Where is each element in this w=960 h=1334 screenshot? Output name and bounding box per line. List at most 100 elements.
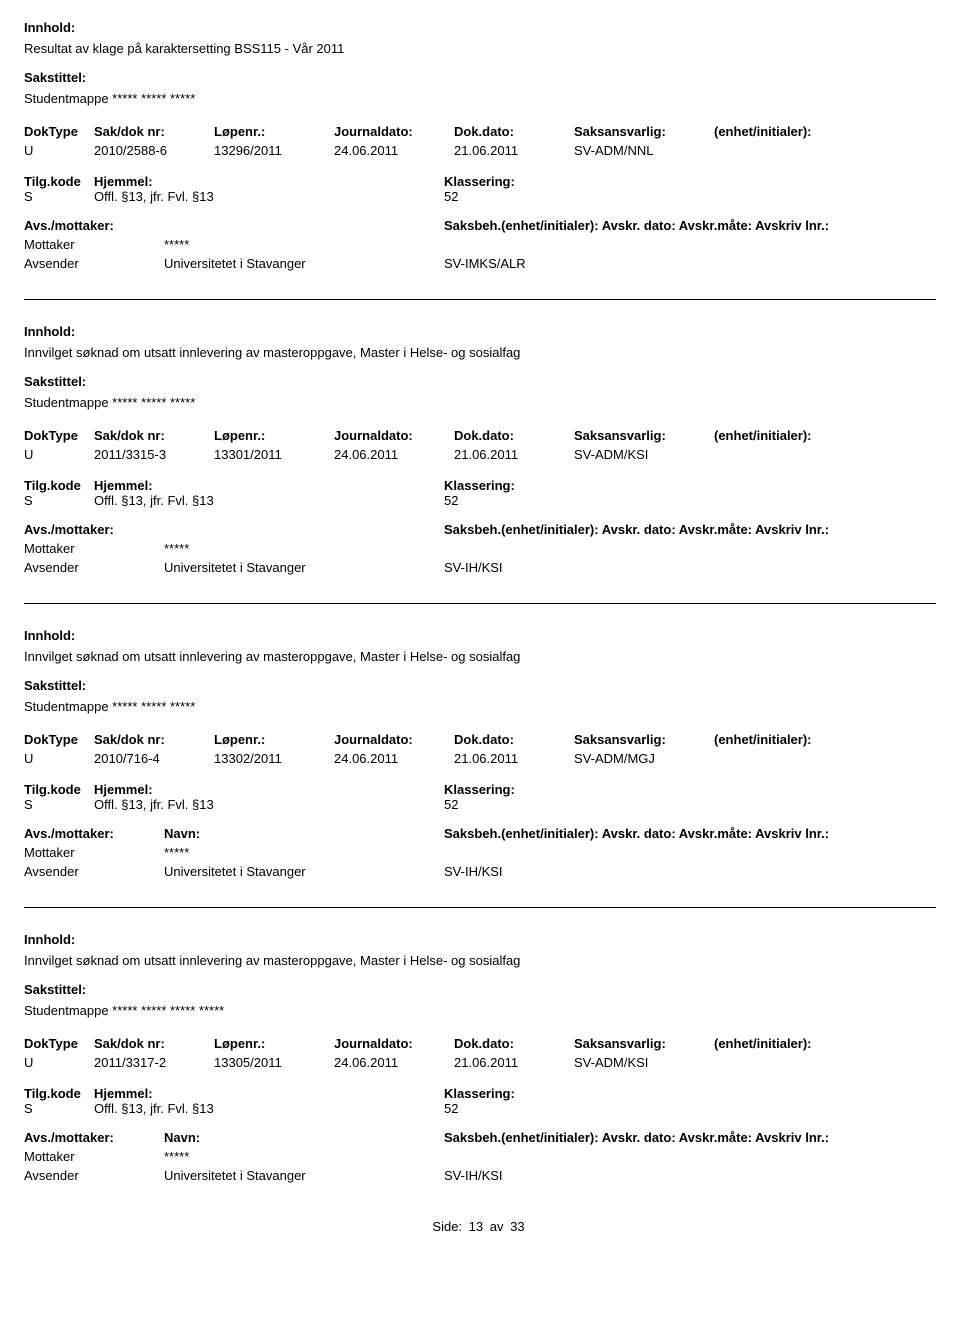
sakdoknr-value: 2011/3315-3: [94, 447, 214, 462]
footer-page-current: 13: [466, 1219, 486, 1234]
enhetinitialer-value: [714, 447, 854, 462]
saksbeh-header: Saksbeh.(enhet/initialer): Avskr. dato: …: [444, 218, 829, 233]
klassering-label: Klassering:: [444, 782, 515, 797]
footer-side-label: Side:: [432, 1219, 462, 1234]
saksansvarlig-value: SV-ADM/NNL: [574, 143, 714, 158]
mottaker-name: *****: [164, 541, 444, 556]
record-separator: [24, 907, 936, 908]
sakstittel-text: Studentmappe ***** ***** *****: [24, 699, 936, 714]
sakstittel-label: Sakstittel:: [24, 374, 936, 389]
lopenr-value: 13305/2011: [214, 1055, 334, 1070]
journaldato-header: Journaldato:: [334, 732, 454, 747]
tilgkode-header-row: Tilg.kodeHjemmel:Klassering:: [24, 174, 936, 189]
avsender-enhet: SV-IH/KSI: [444, 560, 503, 575]
journal-record: Innhold: Resultat av klage på karakterset…: [24, 20, 936, 271]
mottaker-role-label: Mottaker: [24, 237, 164, 252]
avsmottaker-label: Avs./mottaker:: [24, 522, 164, 537]
avsmottaker-label: Avs./mottaker:: [24, 826, 164, 841]
innhold-label: Innhold:: [24, 20, 936, 35]
enhetinitialer-header: (enhet/initialer):: [714, 732, 854, 747]
enhetinitialer-value: [714, 143, 854, 158]
avsender-row: AvsenderUniversitetet i StavangerSV-IH/K…: [24, 1168, 936, 1183]
sakdoknr-header: Sak/dok nr:: [94, 428, 214, 443]
tilgkode-value: S: [24, 493, 94, 508]
tilgkode-data-row: SOffl. §13, jfr. Fvl. §1352: [24, 189, 936, 204]
lopenr-value: 13302/2011: [214, 751, 334, 766]
avsmottaker-header-row: Avs./mottaker:Navn:Saksbeh.(enhet/initia…: [24, 1130, 936, 1145]
doktype-value: U: [24, 143, 94, 158]
mottaker-role-label: Mottaker: [24, 845, 164, 860]
innhold-text: Innvilget søknad om utsatt innlevering a…: [24, 345, 936, 360]
hjemmel-label: Hjemmel:: [94, 478, 444, 493]
tilgkode-data-row: SOffl. §13, jfr. Fvl. §1352: [24, 1101, 936, 1116]
mottaker-name: *****: [164, 237, 444, 252]
columns-header: DokTypeSak/dok nr:Løpenr.:Journaldato:Do…: [24, 1036, 936, 1051]
columns-data: U2010/2588-613296/201124.06.201121.06.20…: [24, 143, 936, 158]
journaldato-value: 24.06.2011: [334, 1055, 454, 1070]
journal-record: Innhold:Innvilget søknad om utsatt innle…: [24, 628, 936, 879]
mottaker-row: Mottaker*****: [24, 1149, 936, 1164]
mottaker-name: *****: [164, 1149, 444, 1164]
sakstittel-text: Studentmappe ***** ***** *****: [24, 91, 936, 106]
saksansvarlig-header: Saksansvarlig:: [574, 428, 714, 443]
avsender-row: AvsenderUniversitetet i StavangerSV-IH/K…: [24, 864, 936, 879]
lopenr-header: Løpenr.:: [214, 1036, 334, 1051]
journaldato-header: Journaldato:: [334, 124, 454, 139]
doktype-header: DokType: [24, 124, 94, 139]
sakstittel-label: Sakstittel:: [24, 70, 936, 85]
hjemmel-value: Offl. §13, jfr. Fvl. §13: [94, 493, 444, 508]
avsender-role-label: Avsender: [24, 256, 164, 271]
hjemmel-label: Hjemmel:: [94, 782, 444, 797]
sakdoknr-value: 2010/716-4: [94, 751, 214, 766]
avsender-role-label: Avsender: [24, 864, 164, 879]
lopenr-header: Løpenr.:: [214, 124, 334, 139]
mottaker-role-label: Mottaker: [24, 1149, 164, 1164]
doktype-header: DokType: [24, 428, 94, 443]
lopenr-value: 13296/2011: [214, 143, 334, 158]
sakstittel-text: Studentmappe ***** ***** ***** *****: [24, 1003, 936, 1018]
journal-record: Innhold:Innvilget søknad om utsatt innle…: [24, 932, 936, 1183]
tilgkode-label: Tilg.kode: [24, 1086, 94, 1101]
avsender-enhet: SV-IMKS/ALR: [444, 256, 526, 271]
dokdato-header: Dok.dato:: [454, 732, 574, 747]
saksansvarlig-value: SV-ADM/MGJ: [574, 751, 714, 766]
columns-header: DokTypeSak/dok nr:Løpenr.:Journaldato:Do…: [24, 732, 936, 747]
mottaker-role-label: Mottaker: [24, 541, 164, 556]
lopenr-value: 13301/2011: [214, 447, 334, 462]
avsender-enhet: SV-IH/KSI: [444, 1168, 503, 1183]
sakdoknr-value: 2010/2588-6: [94, 143, 214, 158]
klassering-value: 52: [444, 797, 458, 812]
innhold-text: Resultat av klage på karaktersetting BSS…: [24, 41, 936, 56]
hjemmel-value: Offl. §13, jfr. Fvl. §13: [94, 1101, 444, 1116]
tilgkode-value: S: [24, 1101, 94, 1116]
klassering-value: 52: [444, 189, 458, 204]
tilgkode-label: Tilg.kode: [24, 174, 94, 189]
sakdoknr-value: 2011/3317-2: [94, 1055, 214, 1070]
saksansvarlig-value: SV-ADM/KSI: [574, 1055, 714, 1070]
avsmottaker-header-row: Avs./mottaker:Navn:Saksbeh.(enhet/initia…: [24, 522, 936, 537]
lopenr-header: Løpenr.:: [214, 732, 334, 747]
avsender-role-label: Avsender: [24, 1168, 164, 1183]
sakstittel-text: Studentmappe ***** ***** *****: [24, 395, 936, 410]
dokdato-value: 21.06.2011: [454, 1055, 574, 1070]
tilgkode-value: S: [24, 797, 94, 812]
journaldato-value: 24.06.2011: [334, 143, 454, 158]
navn-label: Navn:: [164, 1130, 444, 1145]
doktype-header: DokType: [24, 732, 94, 747]
mottaker-row: Mottaker*****: [24, 541, 936, 556]
record-separator: [24, 299, 936, 300]
record-separator: [24, 603, 936, 604]
page-footer: Side: 13 av 33: [24, 1219, 936, 1234]
journaldato-value: 24.06.2011: [334, 751, 454, 766]
klassering-value: 52: [444, 493, 458, 508]
avsender-role-label: Avsender: [24, 560, 164, 575]
lopenr-header: Løpenr.:: [214, 428, 334, 443]
dokdato-value: 21.06.2011: [454, 143, 574, 158]
columns-data: U2011/3317-213305/201124.06.201121.06.20…: [24, 1055, 936, 1070]
sakdoknr-header: Sak/dok nr:: [94, 1036, 214, 1051]
innhold-label: Innhold:: [24, 324, 936, 339]
tilgkode-data-row: SOffl. §13, jfr. Fvl. §1352: [24, 797, 936, 812]
journaldato-header: Journaldato:: [334, 428, 454, 443]
tilgkode-data-row: SOffl. §13, jfr. Fvl. §1352: [24, 493, 936, 508]
avsender-enhet: SV-IH/KSI: [444, 864, 503, 879]
